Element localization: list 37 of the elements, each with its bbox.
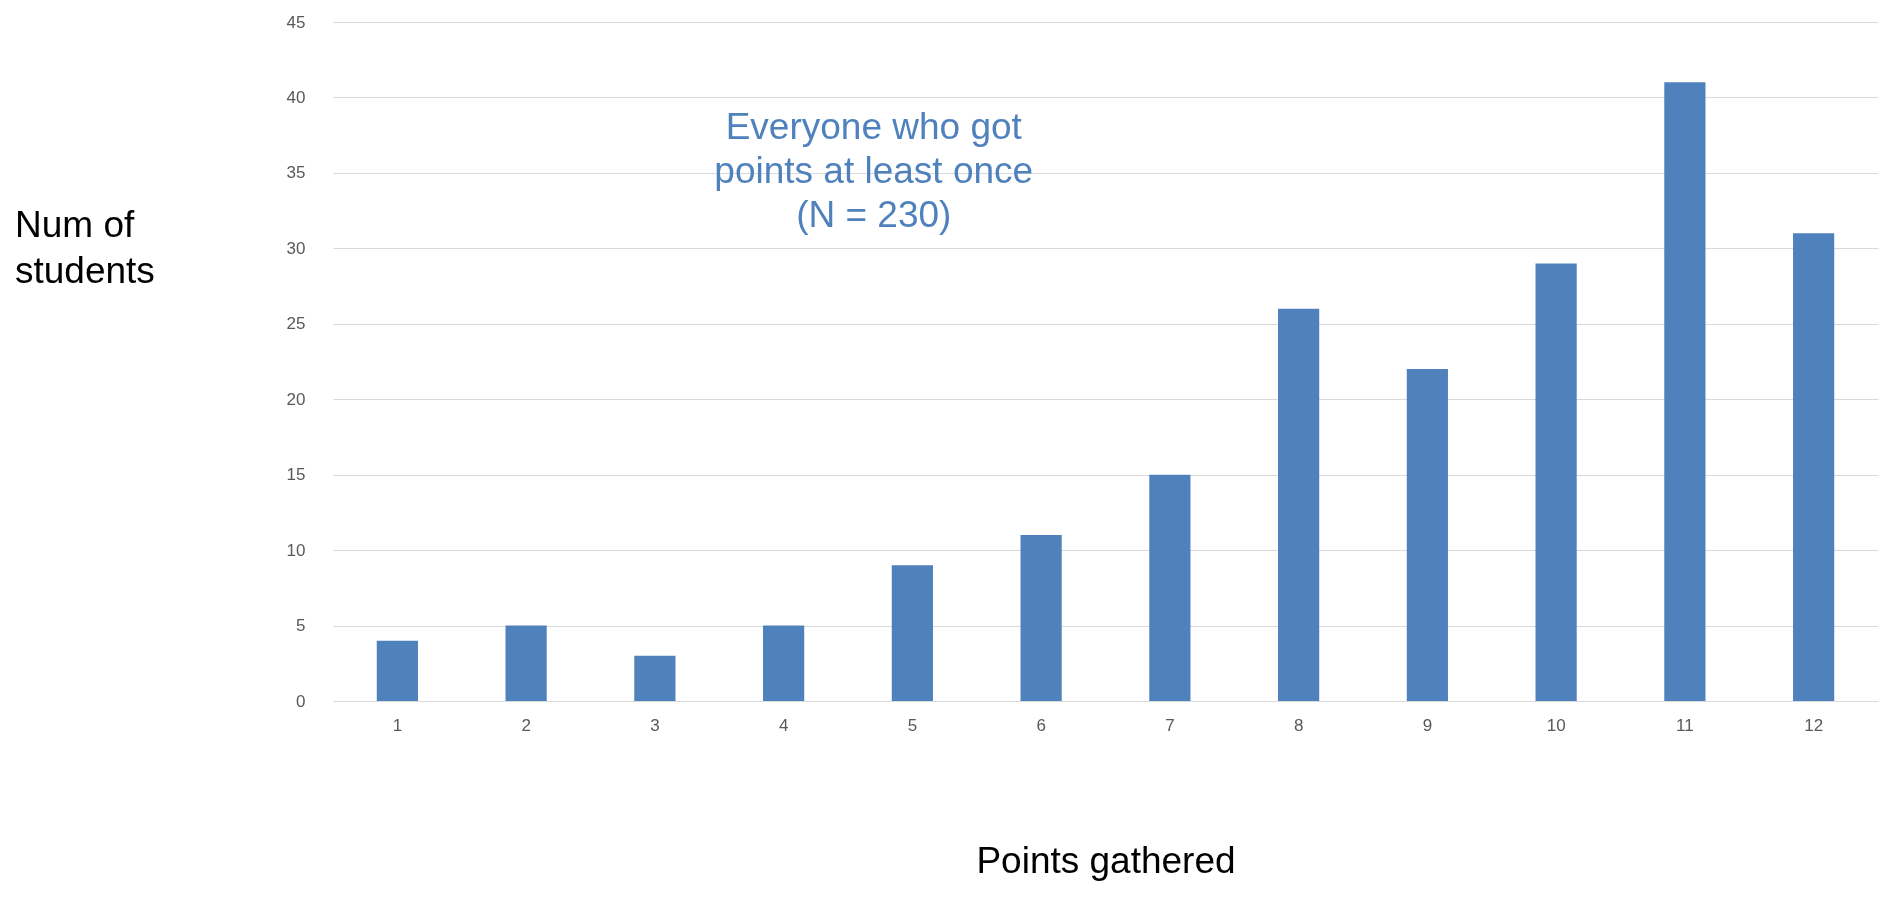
bar [1278, 308, 1320, 701]
bar [1664, 82, 1706, 701]
x-tick-label: 2 [521, 715, 531, 735]
bar [1535, 263, 1577, 701]
y-tick-label: 30 [286, 238, 306, 258]
bar [1406, 369, 1448, 701]
bar [376, 640, 418, 701]
x-tick-label: 4 [778, 715, 789, 735]
x-tick-label: 11 [1676, 715, 1694, 735]
bar [1020, 535, 1062, 701]
bar [891, 565, 933, 701]
x-tick-label: 7 [1165, 715, 1175, 735]
x-tick-label: 1 [392, 715, 403, 735]
x-axis-title: Points gathered [976, 839, 1236, 881]
bar [1793, 233, 1835, 701]
x-tick-label: 10 [1546, 715, 1566, 735]
y-tick-label: 35 [286, 163, 306, 183]
y-tick-label: 45 [286, 12, 306, 32]
y-tick-label: 40 [286, 87, 306, 107]
y-tick-label: 10 [286, 540, 306, 560]
x-tick-label: 8 [1293, 715, 1304, 735]
bar [634, 655, 676, 701]
y-tick-label: 20 [286, 389, 306, 409]
y-tick-label: 15 [286, 465, 306, 485]
x-tick-label: 12 [1804, 715, 1824, 735]
y-tick-label: 25 [286, 314, 306, 334]
x-tick-label: 3 [650, 715, 660, 735]
y-tick-label: 5 [296, 616, 306, 636]
y-axis-title: Num of students [15, 203, 155, 291]
bar [763, 625, 805, 701]
x-tick-label: 5 [907, 715, 918, 735]
x-tick-label: 9 [1422, 715, 1433, 735]
bar [505, 625, 547, 701]
y-tick-label: 0 [296, 691, 306, 711]
bar [1149, 474, 1191, 701]
x-tick-label: 6 [1036, 715, 1046, 735]
annotation: Everyone who got points at least once (N = 230) [714, 106, 1034, 236]
